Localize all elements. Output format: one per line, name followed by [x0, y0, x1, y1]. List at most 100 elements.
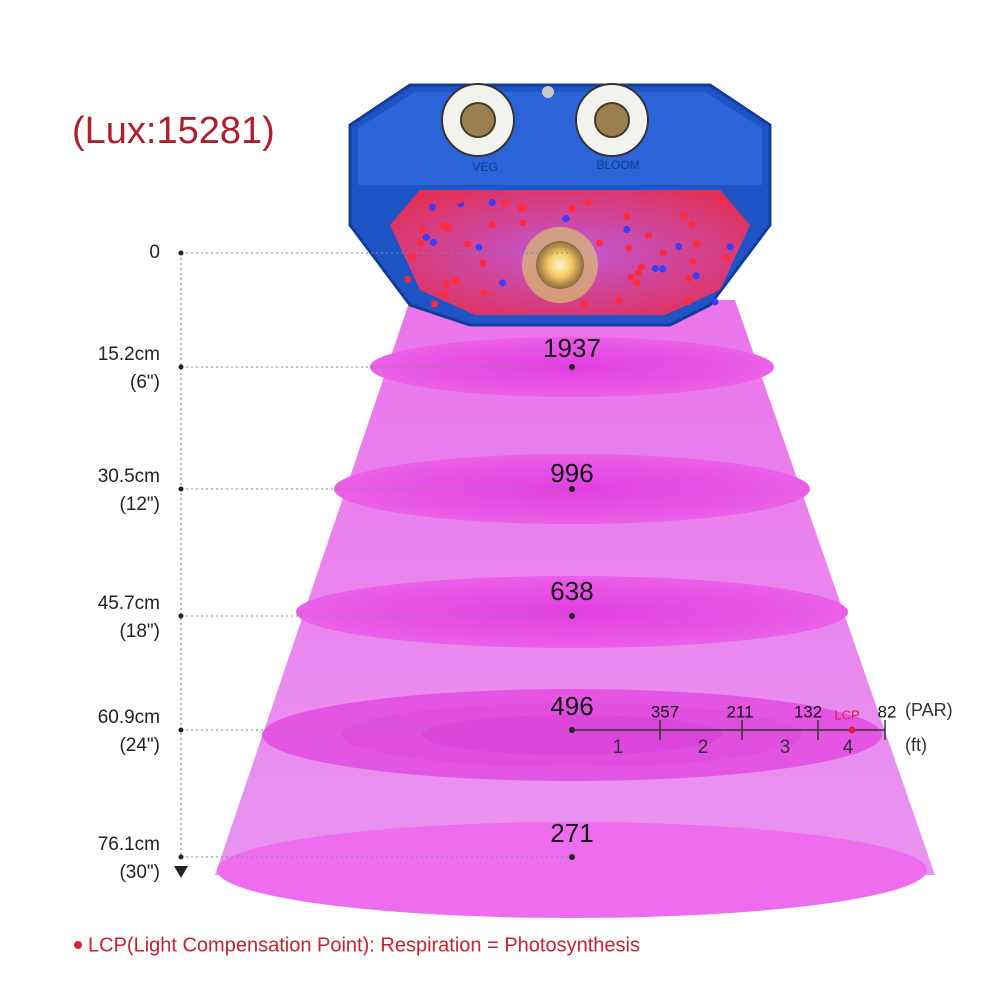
spread-scale: 357 211 132 82 1 2 3 4 (PAR) (ft) LCP [572, 700, 953, 758]
spread-par: 82 [878, 702, 897, 721]
led [488, 221, 496, 229]
lux-label: (Lux:15281) [72, 110, 275, 152]
led [455, 196, 463, 204]
led [692, 272, 700, 280]
led [722, 254, 730, 262]
led [480, 289, 488, 297]
axis-arrow [174, 866, 188, 878]
feet-unit: (ft) [905, 735, 927, 755]
led [488, 199, 496, 207]
distance-cm: 0 [149, 242, 160, 263]
levels: 0 15.2cm (6") 1937 30.5cm (12") 996 45.7cm (18")… [98, 242, 601, 883]
led [651, 265, 659, 273]
axis-dot [178, 854, 184, 860]
spread-feet: 3 [780, 737, 791, 758]
led [675, 242, 683, 250]
led [439, 222, 447, 230]
switch [542, 86, 554, 98]
led [659, 265, 667, 273]
led [417, 239, 425, 247]
led [408, 252, 416, 260]
led [429, 238, 437, 246]
led [519, 219, 527, 227]
distance-inch: (30") [119, 862, 160, 883]
knob-label: BLOOM [596, 158, 639, 172]
led [717, 197, 725, 205]
led [684, 298, 692, 306]
led [689, 258, 697, 266]
led [422, 233, 430, 241]
lcp-point [848, 726, 856, 734]
footnote: LCP(Light Compensation Point): Respirati… [88, 934, 640, 956]
led [568, 204, 576, 212]
axis-dot [178, 613, 184, 619]
spread-feet: 1 [613, 737, 624, 758]
led [625, 244, 633, 252]
led [634, 269, 642, 277]
par-value: 271 [550, 818, 593, 848]
spread-feet: 4 [843, 737, 854, 758]
center-dot [569, 486, 575, 492]
center-dot [569, 854, 575, 860]
led [659, 249, 667, 257]
knob [460, 102, 496, 138]
led [596, 239, 604, 247]
spread-feet: 2 [698, 737, 709, 758]
led [581, 300, 589, 308]
led [623, 225, 631, 233]
par-value: 1937 [543, 333, 601, 363]
led [633, 279, 641, 287]
led-array [404, 196, 734, 308]
led [418, 225, 426, 233]
led [501, 199, 509, 207]
grow-lamp: VEG BLOOM [348, 83, 772, 327]
led [693, 240, 701, 248]
led [479, 259, 487, 267]
led [614, 296, 622, 304]
knob [594, 102, 630, 138]
led [638, 263, 646, 271]
par-unit: (PAR) [905, 700, 953, 720]
led [499, 279, 507, 287]
axis-dot [178, 727, 184, 733]
distance-cm: 76.1cm [98, 834, 160, 855]
led [431, 300, 439, 308]
led [688, 220, 696, 228]
led [562, 215, 570, 223]
distance-inch: (24") [119, 735, 160, 756]
led [627, 273, 635, 281]
cob-led [536, 241, 584, 289]
par-value: 496 [550, 691, 593, 721]
center-dot [569, 613, 575, 619]
distance-cm: 30.5cm [98, 466, 160, 487]
lcp-dot [74, 941, 82, 949]
knob-label: VEG [472, 160, 497, 174]
led [463, 240, 471, 248]
distance-cm: 60.9cm [98, 707, 160, 728]
light-rings [217, 337, 927, 918]
axis-dot [178, 250, 184, 256]
led [726, 243, 734, 251]
led [428, 203, 436, 211]
spread-par: 211 [726, 702, 753, 721]
axis-dot [178, 364, 184, 370]
light-ring [217, 822, 927, 918]
led [404, 275, 412, 283]
spread-par: 357 [651, 702, 679, 721]
led [584, 199, 592, 207]
led [441, 290, 449, 298]
distance-inch: (6") [130, 372, 160, 393]
led [645, 231, 653, 239]
led [679, 211, 687, 219]
center-dot [569, 364, 575, 370]
distance-inch: (18") [119, 621, 160, 642]
axis-dot [178, 486, 184, 492]
par-value: 638 [550, 576, 593, 606]
led [711, 298, 719, 306]
lamp-top [358, 92, 762, 185]
led [685, 274, 693, 282]
light-ring [296, 576, 848, 648]
lcp-marker: LCP [834, 707, 859, 722]
led [520, 204, 528, 212]
